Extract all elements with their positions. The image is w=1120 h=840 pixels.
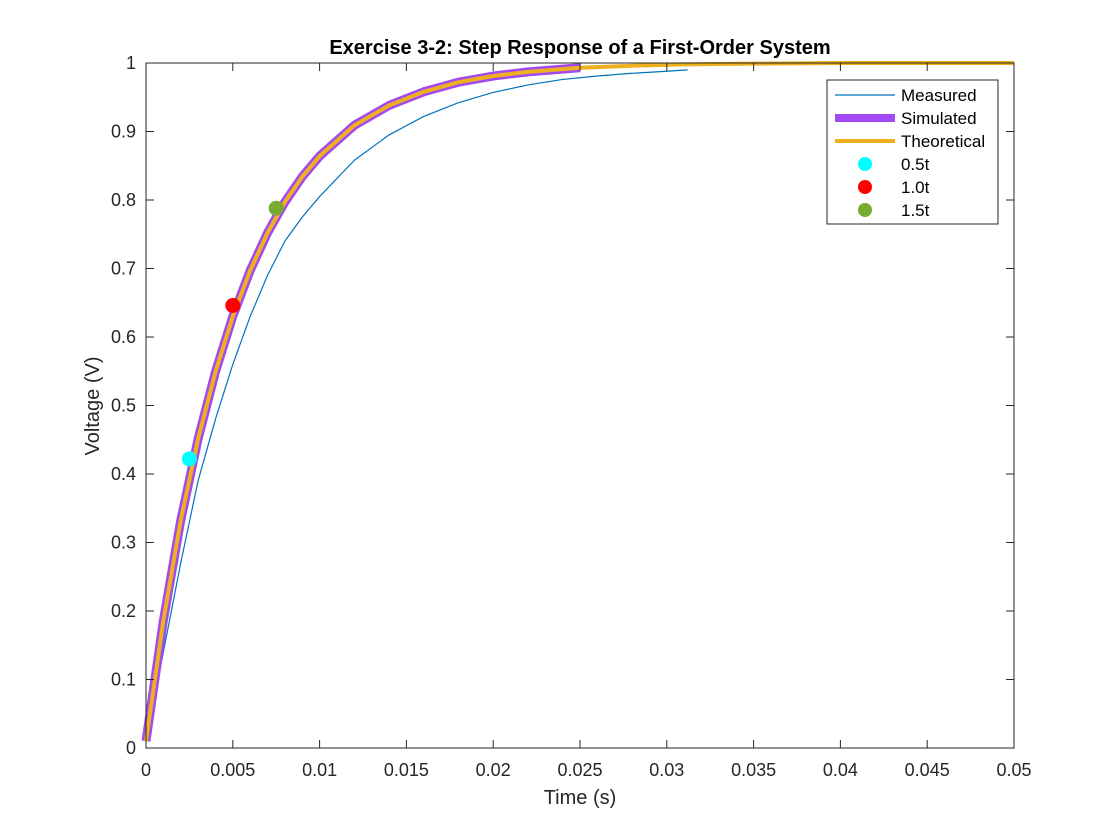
marker-point-0-5t xyxy=(181,451,197,467)
x-tick-label: 0.03 xyxy=(649,760,684,780)
y-tick-label: 0.3 xyxy=(111,533,136,553)
legend-marker-1-0t xyxy=(858,180,872,194)
x-axis-label: Time (s) xyxy=(544,787,617,809)
legend-marker-1-5t xyxy=(858,203,872,217)
y-tick-label: 0.7 xyxy=(111,259,136,279)
series-layer xyxy=(141,61,1014,742)
y-axis-label: Voltage (V) xyxy=(82,357,104,456)
axes-layer: 0 0.005 0.01 0.015 0.02 0.025 0.03 0.035 0.04 0.0… xyxy=(111,53,1032,780)
x-tick-label: 0.015 xyxy=(384,760,429,780)
marker-point-1-0t xyxy=(225,297,241,313)
x-tick-label: 0.025 xyxy=(557,760,602,780)
y-tick-label: 0.8 xyxy=(111,190,136,210)
legend-box xyxy=(826,79,999,225)
legend-label: Measured xyxy=(901,86,977,105)
x-tick-label: 0.04 xyxy=(823,760,858,780)
x-tick-label: 0.045 xyxy=(905,760,950,780)
y-tick-label: 0 xyxy=(126,738,136,758)
legend-marker-0-5t xyxy=(858,157,872,171)
x-tick-label: 0.005 xyxy=(210,760,255,780)
marker-point-1-5t xyxy=(268,200,284,216)
legend-label: 1.5t xyxy=(901,201,930,220)
legend-label: 1.0t xyxy=(901,178,930,197)
series-line-theoretical xyxy=(144,61,1014,742)
chart-title: Exercise 3-2: Step Response of a First-O… xyxy=(329,37,830,59)
y-tick-label: 0.1 xyxy=(111,670,136,690)
y-tick-label: 1 xyxy=(126,53,136,73)
series-line-measured xyxy=(145,69,688,742)
legend-label: Theoretical xyxy=(901,132,985,151)
legend-label: 0.5t xyxy=(901,155,930,174)
y-tick-label: 0.6 xyxy=(111,327,136,347)
y-tick-label: 0.9 xyxy=(111,122,136,142)
x-tick-label: 0.035 xyxy=(731,760,776,780)
legend-label: Simulated xyxy=(901,109,977,128)
x-tick-label: 0.05 xyxy=(996,760,1031,780)
legend: Measured Simulated Theoretical 0.5t 1.0t 1.5t xyxy=(826,79,999,225)
y-tick-label: 0.4 xyxy=(111,464,136,484)
y-tick-label: 0.5 xyxy=(111,396,136,416)
y-tick-label: 0.2 xyxy=(111,601,136,621)
x-tick-label: 0.01 xyxy=(302,760,337,780)
x-tick-label: 0.02 xyxy=(476,760,511,780)
x-tick-label: 0 xyxy=(141,760,151,780)
